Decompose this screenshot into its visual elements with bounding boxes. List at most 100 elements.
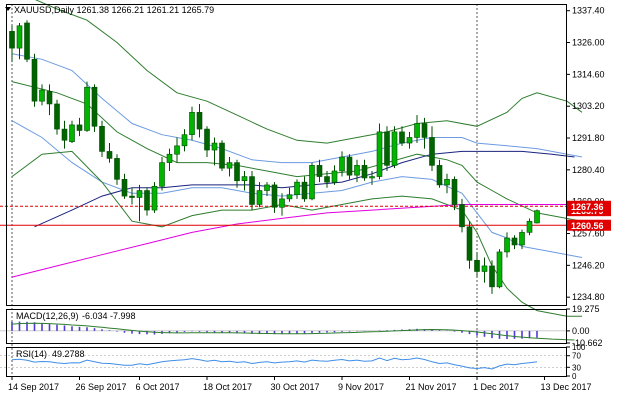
- candle: [114, 154, 120, 185]
- bearish-candle-body: [99, 125, 105, 152]
- bullish-candle-body: [496, 251, 503, 288]
- price-axis-tick-label: 1326.00: [572, 38, 605, 48]
- bullish-candle-body: [481, 265, 488, 272]
- bearish-candle-body: [129, 195, 135, 198]
- candle: [511, 235, 518, 250]
- candle: [444, 173, 450, 194]
- symbol-header: XAUUSD,Daily 1261.38 1266.21 1261.21 126…: [14, 5, 214, 15]
- time-axis-tick-label: 26 Sep 2017: [76, 382, 127, 392]
- candle: [24, 20, 30, 63]
- candle: [369, 170, 375, 185]
- candle: [391, 126, 398, 169]
- bearish-candle-body: [9, 31, 15, 49]
- bullish-candle-body: [331, 170, 338, 183]
- bearish-candle-body: [204, 128, 210, 151]
- candle: [294, 179, 300, 199]
- candle: [256, 182, 263, 208]
- bearish-candle-body: [421, 123, 428, 138]
- candle: [54, 99, 60, 135]
- bearish-candle-body: [429, 137, 435, 166]
- bearish-candle-body: [324, 176, 330, 183]
- macd-axis-tick-label: 0.00: [572, 326, 590, 336]
- bearish-candle-body: [31, 58, 38, 102]
- panel-frames: [5, 4, 567, 377]
- bearish-candle-body: [361, 165, 368, 179]
- bullish-candle-body: [406, 137, 413, 144]
- time-axis: 14 Sep 2017 26 Sep 2017 6 Oct 2017 18 Oct 2…: [8, 376, 592, 392]
- rsi-line: [11, 357, 538, 370]
- envelope-upper-line: [11, 53, 583, 164]
- candle: [399, 126, 405, 146]
- price-axis-tick-label: 1291.80: [572, 133, 605, 143]
- candle: [301, 176, 308, 202]
- candle: [46, 84, 53, 116]
- bullish-candle-body: [414, 123, 420, 138]
- time-axis-tick-label: 30 Oct 2017: [271, 382, 320, 392]
- bullish-candle-body: [519, 232, 525, 246]
- rsi-axis-tick-label: 30: [572, 363, 581, 372]
- candle: [526, 218, 533, 236]
- candle: [241, 170, 248, 191]
- bullish-candle-body: [339, 156, 345, 172]
- candle: [406, 131, 413, 149]
- bearish-candle-body: [121, 179, 128, 197]
- bearish-candle-body: [91, 86, 98, 127]
- candle: [129, 187, 135, 205]
- bearish-candle-body: [234, 162, 240, 182]
- time-axis-tick-label: 13 Dec 2017: [541, 382, 592, 392]
- bearish-candle-body: [474, 260, 480, 272]
- bearish-candle-body: [54, 103, 60, 130]
- macd-header-values: -6.034 -7.998: [82, 311, 136, 321]
- bearish-candle-body: [451, 179, 458, 205]
- horizontal-level-label-0-box: [567, 200, 611, 212]
- bullish-candle-body: [286, 194, 293, 200]
- candle: [61, 120, 68, 149]
- candle: [196, 103, 203, 138]
- bearish-candle-body: [106, 151, 113, 159]
- candle: [31, 53, 38, 107]
- bullish-candle-body: [369, 176, 375, 179]
- bearish-candle-body: [346, 156, 353, 176]
- macd-panel: 19.275 0.00 -10.662: [0, 304, 603, 348]
- bullish-candle-body: [84, 86, 90, 131]
- bearish-candle-body: [489, 265, 495, 288]
- candle: [234, 159, 240, 188]
- candle: [384, 126, 390, 171]
- candle: [286, 187, 293, 202]
- candle: [136, 184, 143, 222]
- candle: [519, 229, 525, 250]
- bullish-candle-body: [309, 165, 315, 200]
- bullish-candle-body: [189, 112, 195, 135]
- bullish-candle-body: [159, 162, 165, 187]
- candle: [159, 157, 165, 191]
- candle: [264, 182, 270, 197]
- time-axis-tick-label: 6 Oct 2017: [136, 382, 180, 392]
- bullish-candle-body: [241, 176, 248, 182]
- bullish-candle-body: [264, 184, 270, 191]
- candle: [91, 84, 98, 132]
- macd-panel-frame: [6, 309, 567, 344]
- candle: [376, 123, 383, 180]
- bullish-candle-body: [354, 165, 360, 176]
- bearish-candle-body: [271, 184, 278, 208]
- price-axis-tick-label: 1337.40: [572, 6, 605, 16]
- rsi-header-value: 49.2788: [52, 349, 85, 359]
- bollinger-lower-line: [11, 150, 582, 317]
- bullish-candle-body: [391, 131, 398, 166]
- candle: [121, 173, 128, 199]
- candle: [279, 193, 285, 216]
- macd-title: MACD(12,26,9): [16, 311, 79, 321]
- candle: [226, 157, 233, 177]
- time-axis-tick-label: 9 Nov 2017: [338, 382, 384, 392]
- rsi-title: RSI(14): [16, 349, 47, 359]
- macd-axis-tick-label: -10.662: [572, 338, 603, 348]
- candle: [204, 126, 210, 158]
- candle: [421, 117, 428, 149]
- price-axis-tick-label: 1280.40: [572, 165, 605, 175]
- bearish-candle-body: [24, 22, 30, 60]
- candle: [249, 170, 255, 211]
- candle: [69, 120, 75, 144]
- bearish-candle-body: [76, 124, 83, 131]
